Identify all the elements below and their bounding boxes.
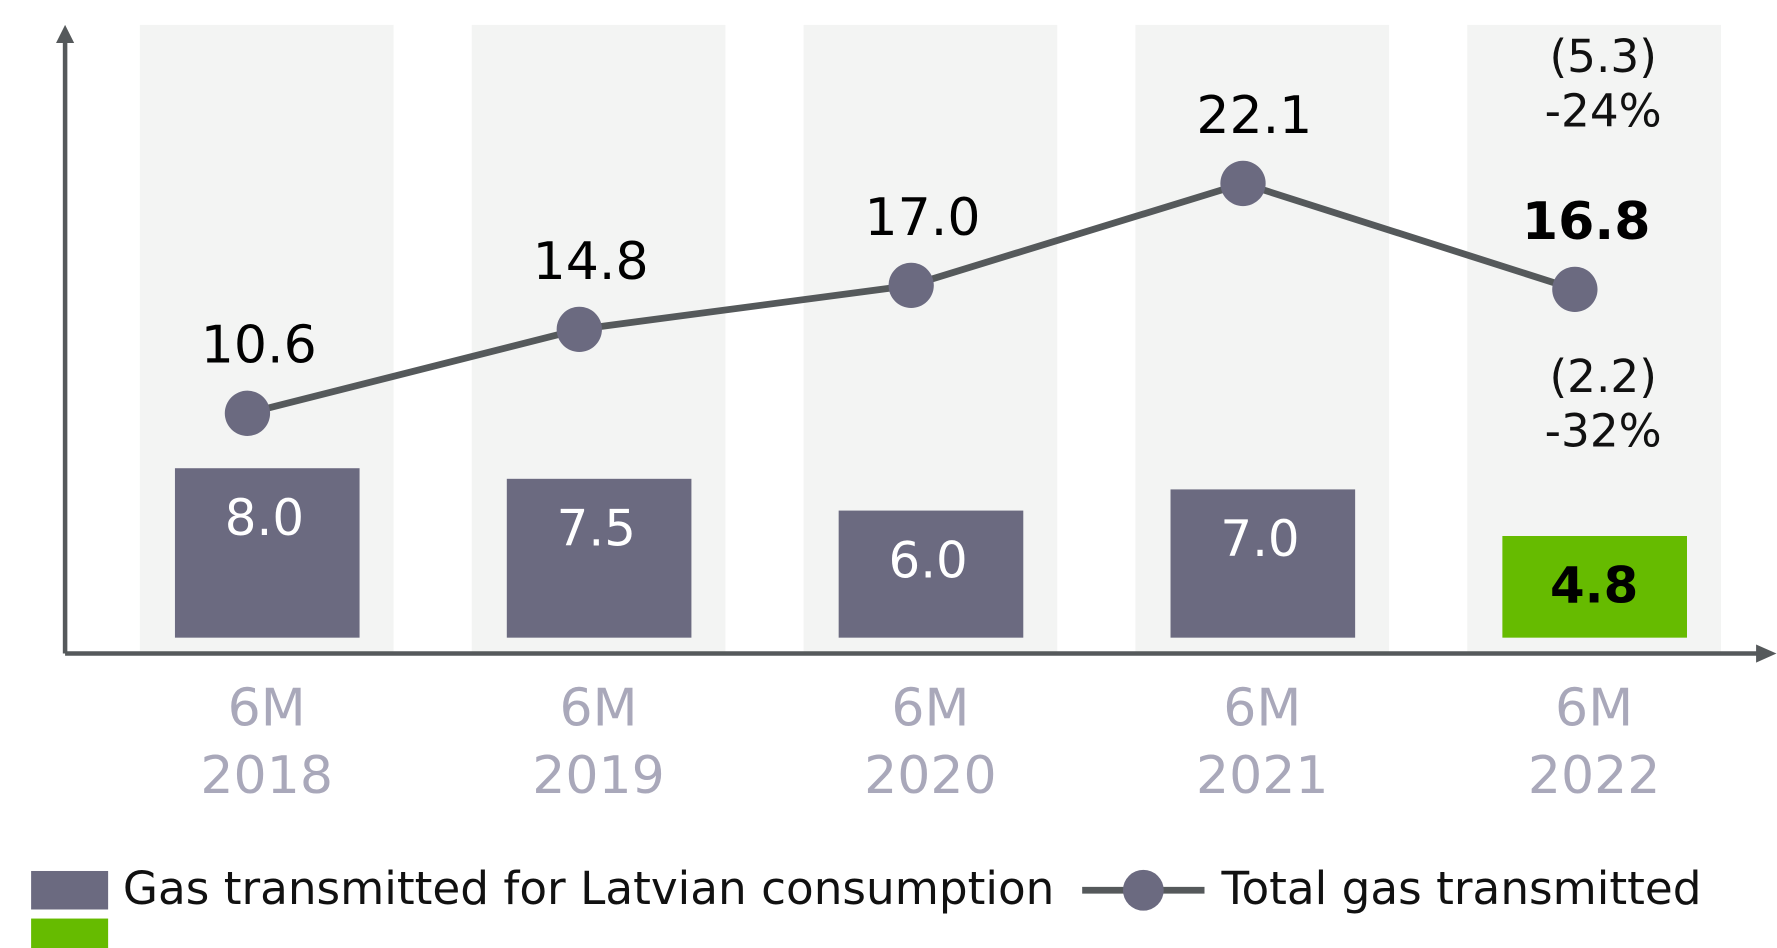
bar	[1170, 489, 1356, 638]
y-axis-arrow	[56, 24, 75, 44]
bar	[174, 468, 360, 638]
line-value-label: 22.1	[1196, 86, 1312, 146]
bar-value-label: 7.0	[1220, 510, 1299, 568]
legend-label: Total gas transmitted	[1220, 862, 1701, 915]
x-tick-label: 6M 2020	[864, 678, 997, 806]
annotation: -24%	[1545, 84, 1662, 137]
x-axis-arrow	[1756, 644, 1777, 663]
x-tick-label-line: 2022	[1528, 746, 1661, 806]
line-value-label: 16.8	[1522, 192, 1651, 252]
annotation: -32%	[1545, 405, 1662, 458]
x-tick-label-line: 6M	[1555, 678, 1633, 738]
x-tick-label-line: 2018	[200, 746, 333, 806]
legend-swatch	[31, 918, 109, 948]
bar-value-label: 4.8	[1550, 557, 1638, 615]
bar	[506, 478, 692, 638]
x-tick-label: 6M 2018	[200, 678, 333, 806]
x-tick-label-line: 6M	[1223, 678, 1301, 738]
legend-label: Gas transmitted for Latvian consumption	[123, 862, 1055, 915]
x-tick-label: 6M 2022	[1528, 678, 1661, 806]
x-tick-label-line: 2020	[864, 746, 997, 806]
bar	[838, 510, 1024, 638]
line-marker	[556, 306, 602, 352]
x-tick-label: 6M 2019	[532, 678, 665, 806]
bar-value-label: 7.5	[557, 500, 636, 558]
line-marker	[1552, 266, 1598, 313]
legend-swatch	[31, 870, 109, 910]
bar-value-label: 6.0	[889, 531, 968, 589]
x-tick-label-line: 6M	[560, 678, 638, 738]
line-value-label: 14.8	[533, 232, 649, 292]
line-marker	[1220, 160, 1266, 207]
bar	[1502, 535, 1687, 638]
line-value-label: 17.0	[864, 188, 980, 248]
line-value-label: 10.6	[201, 316, 317, 376]
line-marker	[224, 390, 271, 436]
line-marker	[888, 262, 934, 309]
x-tick-label-line: 6M	[891, 678, 969, 738]
x-tick-label-line: 2021	[1196, 746, 1329, 806]
x-tick-label: 6M 2021	[1196, 678, 1329, 806]
annotation: (2.2)	[1549, 350, 1656, 403]
x-tick-label-line: 2019	[532, 746, 665, 806]
x-tick-label-line: 6M	[228, 678, 306, 738]
legend-marker	[1122, 869, 1164, 911]
bar-value-label: 8.0	[225, 489, 304, 547]
annotation: (5.3)	[1549, 30, 1656, 83]
